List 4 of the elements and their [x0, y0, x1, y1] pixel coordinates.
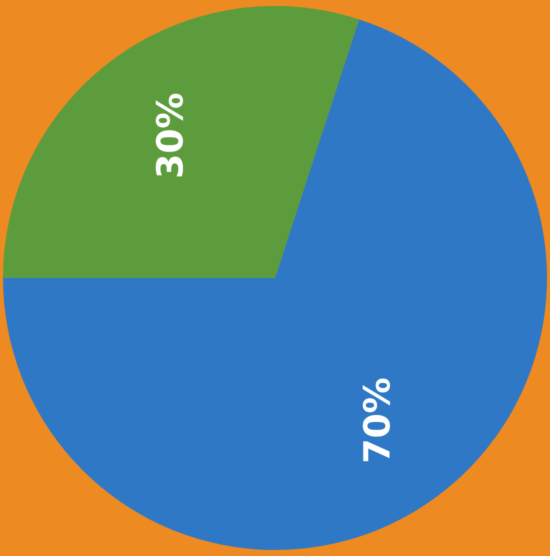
pie-slice: [3, 6, 360, 278]
pie-slice: [3, 19, 547, 550]
data-label: 30%: [150, 92, 192, 179]
data-label: 70%: [357, 377, 398, 464]
